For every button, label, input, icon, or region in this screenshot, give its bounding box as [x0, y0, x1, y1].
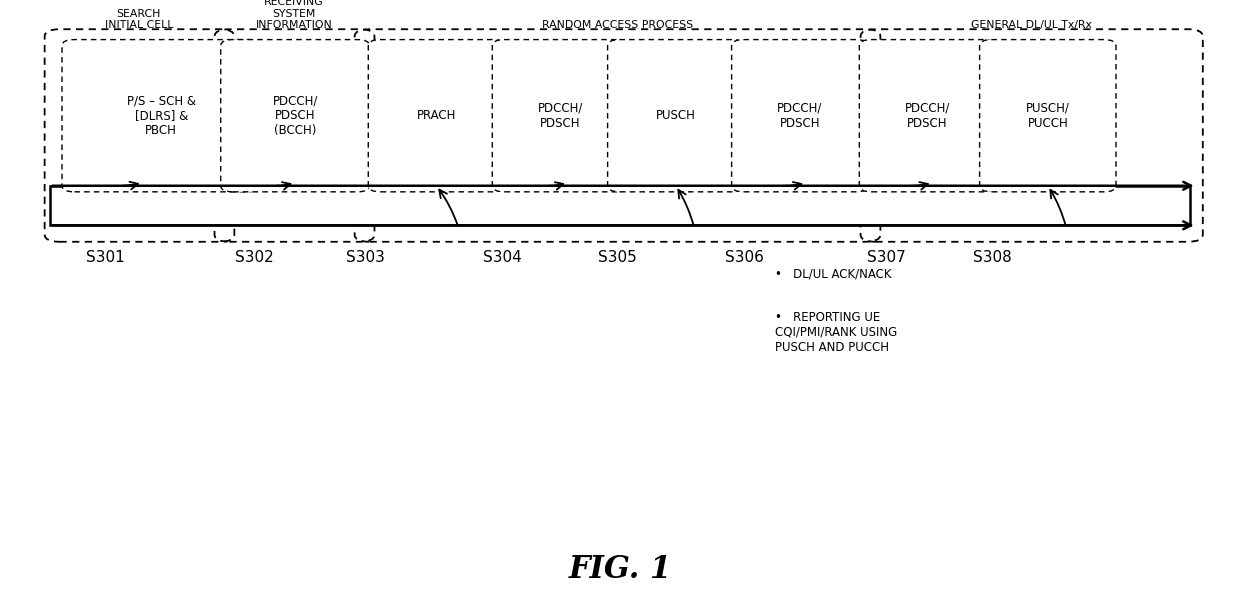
Text: PDCCH/
PDSCH
(BCCH): PDCCH/ PDSCH (BCCH)	[273, 94, 317, 137]
Text: S307: S307	[867, 250, 906, 265]
Text: S306: S306	[724, 250, 764, 265]
FancyBboxPatch shape	[492, 40, 629, 192]
Text: PRACH: PRACH	[417, 109, 456, 122]
Text: S304: S304	[482, 250, 522, 265]
Text: GENERAL DL/UL Tx/Rx: GENERAL DL/UL Tx/Rx	[971, 21, 1092, 30]
Text: RANDOM ACCESS PROCESS: RANDOM ACCESS PROCESS	[542, 21, 693, 30]
FancyBboxPatch shape	[608, 40, 744, 192]
Text: SEARCH
INITIAL CELL: SEARCH INITIAL CELL	[104, 9, 174, 30]
FancyBboxPatch shape	[980, 40, 1116, 192]
Text: S302: S302	[234, 250, 274, 265]
FancyBboxPatch shape	[368, 40, 505, 192]
Text: P/S – SCH &
[DLRS] &
PBCH: P/S – SCH & [DLRS] & PBCH	[126, 94, 196, 137]
Text: PDCCH/
PDSCH: PDCCH/ PDSCH	[905, 102, 950, 130]
FancyBboxPatch shape	[221, 40, 370, 192]
Bar	[50, 186, 1190, 225]
Text: RECEIVING
SYSTEM
INFORMATION: RECEIVING SYSTEM INFORMATION	[255, 0, 332, 30]
FancyBboxPatch shape	[859, 40, 996, 192]
Text: PUSCH/
PUCCH: PUSCH/ PUCCH	[1025, 102, 1070, 130]
FancyBboxPatch shape	[62, 40, 260, 192]
Text: S303: S303	[346, 250, 386, 265]
FancyBboxPatch shape	[732, 40, 868, 192]
Text: S301: S301	[86, 250, 125, 265]
Text: S308: S308	[972, 250, 1012, 265]
Text: PDCCH/
PDSCH: PDCCH/ PDSCH	[538, 102, 583, 130]
Text: •   DL/UL ACK/NACK: • DL/UL ACK/NACK	[775, 268, 892, 281]
Text: S305: S305	[598, 250, 637, 265]
Text: PDCCH/
PDSCH: PDCCH/ PDSCH	[777, 102, 822, 130]
Text: •   REPORTING UE
CQI/PMI/RANK USING
PUSCH AND PUCCH: • REPORTING UE CQI/PMI/RANK USING PUSCH …	[775, 311, 898, 354]
Text: PUSCH: PUSCH	[656, 109, 696, 122]
Text: FIG. 1: FIG. 1	[568, 554, 672, 585]
